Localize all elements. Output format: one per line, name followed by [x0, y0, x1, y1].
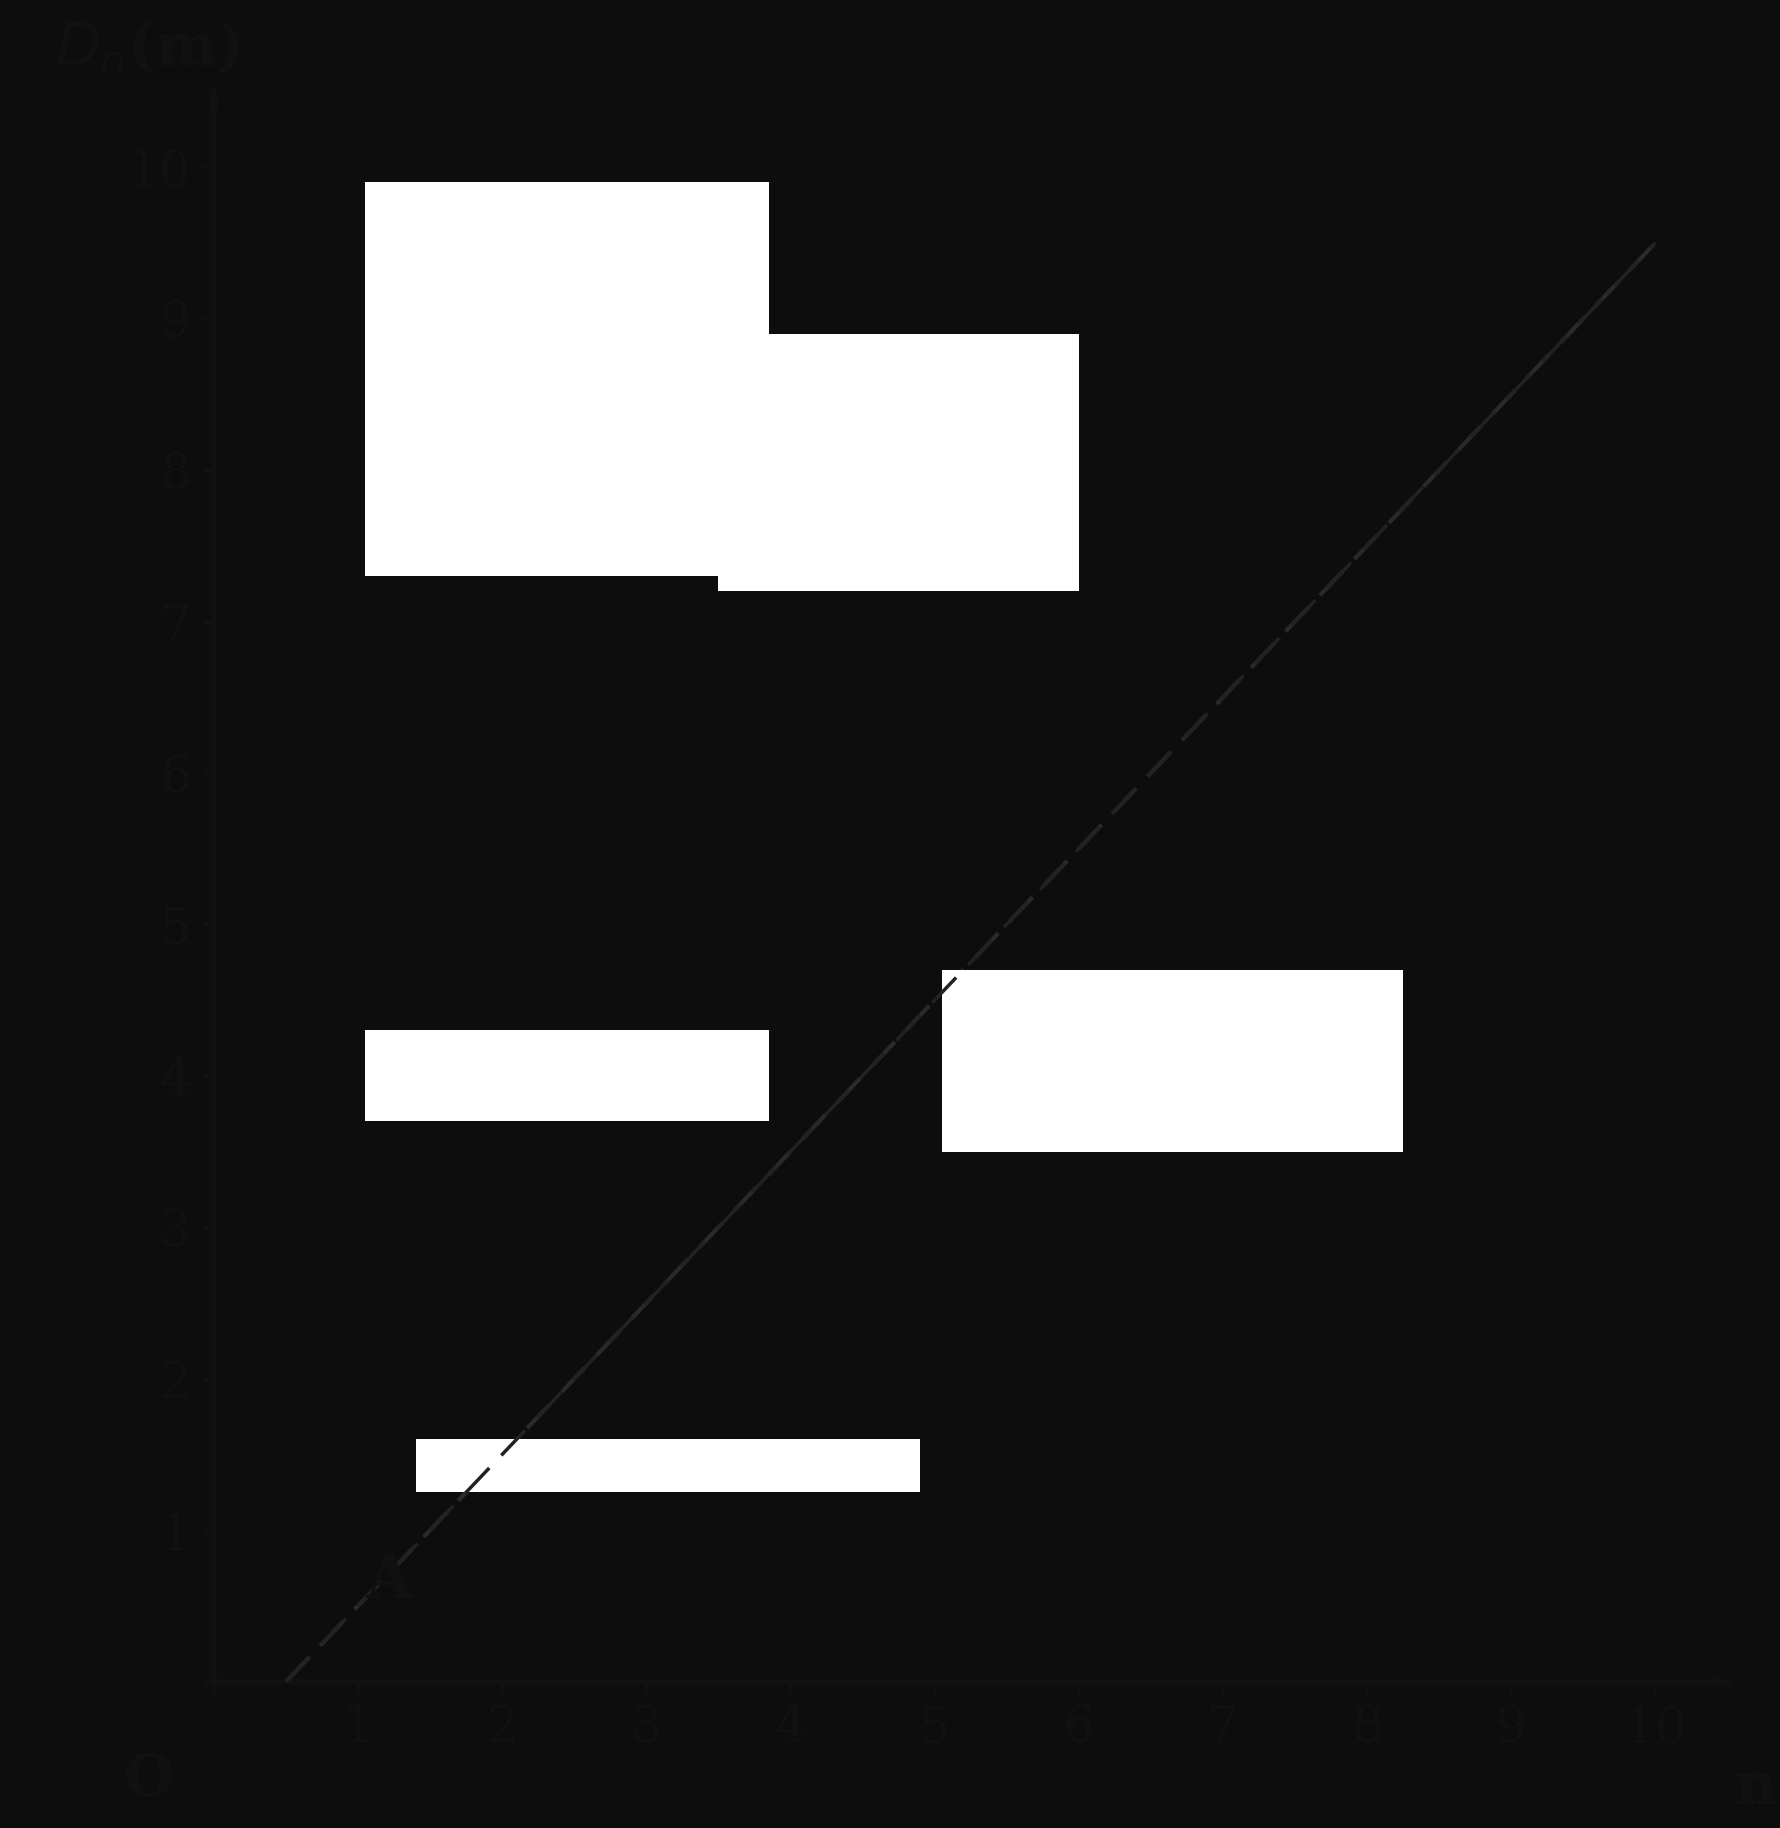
Bar — [365, 183, 769, 576]
Text: A: A — [365, 1552, 413, 1612]
Bar — [365, 1031, 769, 1121]
Bar — [717, 335, 1079, 590]
Bar — [942, 971, 1403, 1152]
Text: $D_n$(m): $D_n$(m) — [55, 18, 240, 77]
Text: O: O — [123, 1753, 174, 1808]
Bar — [415, 1439, 920, 1492]
Text: n(s): n(s) — [1734, 1760, 1780, 1815]
